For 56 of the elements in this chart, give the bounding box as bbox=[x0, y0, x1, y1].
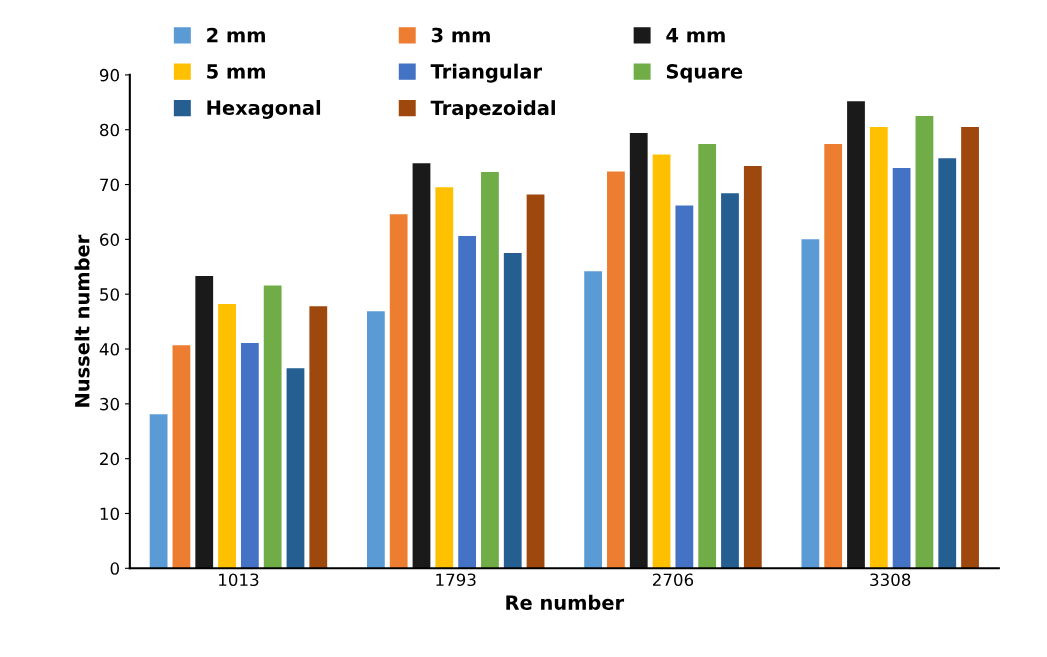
legend-label: 2 mm bbox=[207, 27, 265, 43]
bar bbox=[149, 414, 168, 569]
y-tick-label: 50 bbox=[100, 288, 119, 301]
bar bbox=[801, 239, 820, 569]
y-tick-label: 20 bbox=[100, 452, 119, 466]
bar bbox=[721, 193, 739, 569]
y-axis-title: Nusselt number bbox=[74, 234, 90, 407]
x-tick-label: 3308 bbox=[870, 573, 911, 587]
y-tick-label: 60 bbox=[100, 233, 119, 246]
y-tick-label: 0 bbox=[110, 562, 119, 575]
bar bbox=[915, 116, 934, 569]
bar bbox=[366, 311, 385, 569]
bar bbox=[435, 187, 454, 569]
bar bbox=[526, 194, 545, 569]
legend-label: Hexagonal bbox=[207, 99, 321, 119]
bar bbox=[503, 253, 522, 569]
bar bbox=[652, 154, 671, 569]
bar bbox=[892, 168, 911, 569]
bar bbox=[607, 171, 625, 569]
y-tick-label: 40 bbox=[99, 342, 119, 356]
y-tick-label: 10 bbox=[100, 507, 119, 521]
bar bbox=[847, 101, 865, 569]
bar bbox=[389, 214, 408, 569]
legend-label: 3 mm bbox=[431, 27, 490, 43]
y-tick-label: 80 bbox=[100, 123, 119, 137]
bar bbox=[240, 342, 259, 569]
bar bbox=[195, 276, 214, 569]
bar bbox=[743, 165, 762, 569]
bar bbox=[675, 205, 694, 569]
bar bbox=[584, 271, 603, 569]
bar bbox=[961, 126, 979, 569]
bar bbox=[938, 158, 957, 569]
bar bbox=[824, 143, 843, 569]
bar bbox=[286, 368, 305, 569]
x-axis-title: Re number bbox=[506, 594, 625, 610]
legend-label: Trapezoidal bbox=[430, 100, 555, 119]
bar bbox=[458, 236, 477, 569]
x-tick-label: 1013 bbox=[219, 573, 259, 587]
y-tick-label: 70 bbox=[100, 178, 119, 192]
bar bbox=[481, 171, 499, 569]
y-tick-label: 90 bbox=[99, 68, 119, 82]
x-tick-label: 1793 bbox=[436, 573, 476, 587]
legend-label: Square bbox=[666, 64, 743, 83]
bar bbox=[218, 304, 236, 569]
bar bbox=[698, 143, 717, 569]
bar bbox=[263, 285, 282, 569]
legend-label: Triangular bbox=[430, 63, 543, 83]
bar bbox=[629, 133, 648, 569]
bar bbox=[869, 126, 888, 569]
y-tick-label: 30 bbox=[100, 397, 119, 411]
bar bbox=[309, 306, 328, 569]
bar bbox=[172, 345, 191, 569]
legend-label: 5 mm bbox=[207, 64, 265, 79]
legend-label: 4 mm bbox=[666, 27, 725, 43]
bar bbox=[412, 163, 431, 569]
x-tick-label: 2706 bbox=[652, 573, 694, 587]
